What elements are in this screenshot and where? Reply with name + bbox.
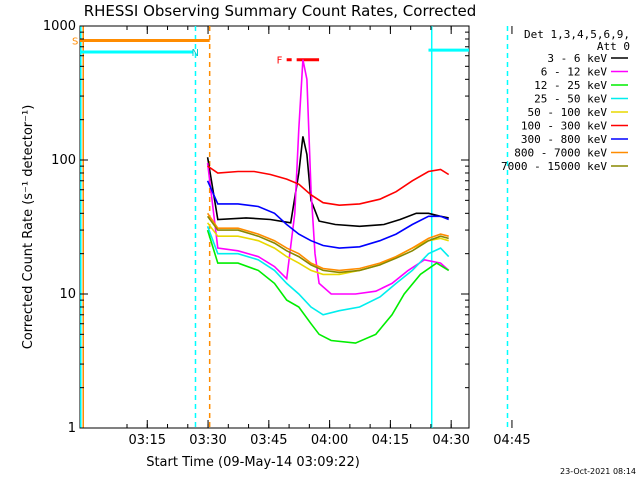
x-tick-label: 03:30 — [189, 433, 226, 448]
plot-frame — [79, 25, 470, 429]
legend-label: 100 - 300 keV — [521, 120, 607, 133]
x-tick-label: 04:45 — [493, 433, 530, 448]
legend-label: 6 - 12 keV — [541, 66, 608, 79]
y-axis: 1 10 100 1000 — [43, 19, 469, 436]
series-line-7 — [206, 212, 449, 272]
series-line-0 — [206, 136, 449, 228]
series-line-5 — [207, 165, 450, 207]
x-tick-label: 04:00 — [311, 433, 348, 448]
x-tick-label: 03:15 — [129, 433, 166, 448]
night-label: N — [191, 48, 198, 59]
x-tick-label: 04:30 — [432, 433, 469, 448]
timestamp: 23-Oct-2021 08:14 — [560, 467, 636, 476]
x-tick-label: 03:45 — [250, 433, 287, 448]
status-bars: S N F — [72, 36, 469, 67]
series-group — [206, 59, 450, 344]
y-tick-label: 1000 — [43, 19, 76, 34]
y-tick-label: 1 — [68, 421, 76, 436]
saa-label: S — [72, 36, 78, 47]
series-line-1 — [206, 59, 450, 295]
legend-header-line1: Det 1,3,4,5,6,9, — [524, 28, 630, 41]
x-axis: 03:15 03:30 03:45 04:00 04:15 04:30 04:45 — [126, 26, 531, 448]
legend-header-line2: Att 0 — [597, 40, 630, 53]
x-axis-label: Start Time (09-May-14 03:09:22) — [146, 455, 360, 470]
vertical-markers — [80, 26, 509, 428]
legend-label: 800 - 7000 keV — [514, 147, 607, 160]
legend-label: 7000 - 15000 keV — [501, 160, 607, 173]
flare-label: F — [277, 56, 283, 67]
chart-title: RHESSI Observing Summary Count Rates, Co… — [84, 2, 477, 20]
x-tick-label: 04:15 — [372, 433, 409, 448]
legend-label: 50 - 100 keV — [528, 106, 608, 119]
legend-label: 25 - 50 keV — [534, 93, 607, 106]
legend-label: 300 - 800 keV — [521, 133, 607, 146]
plot-area — [79, 25, 470, 429]
series-line-8 — [206, 215, 449, 274]
y-tick-label: 100 — [51, 153, 76, 168]
series-line-3 — [206, 226, 450, 316]
series-line-2 — [206, 229, 450, 344]
legend-label: 3 - 6 keV — [547, 52, 607, 65]
y-axis-label: Corrected Count Rate (s⁻¹ detector⁻¹) — [21, 105, 36, 350]
y-tick-label: 10 — [59, 287, 76, 302]
legend-label: 12 - 25 keV — [534, 79, 607, 92]
series-line-6 — [206, 180, 449, 249]
